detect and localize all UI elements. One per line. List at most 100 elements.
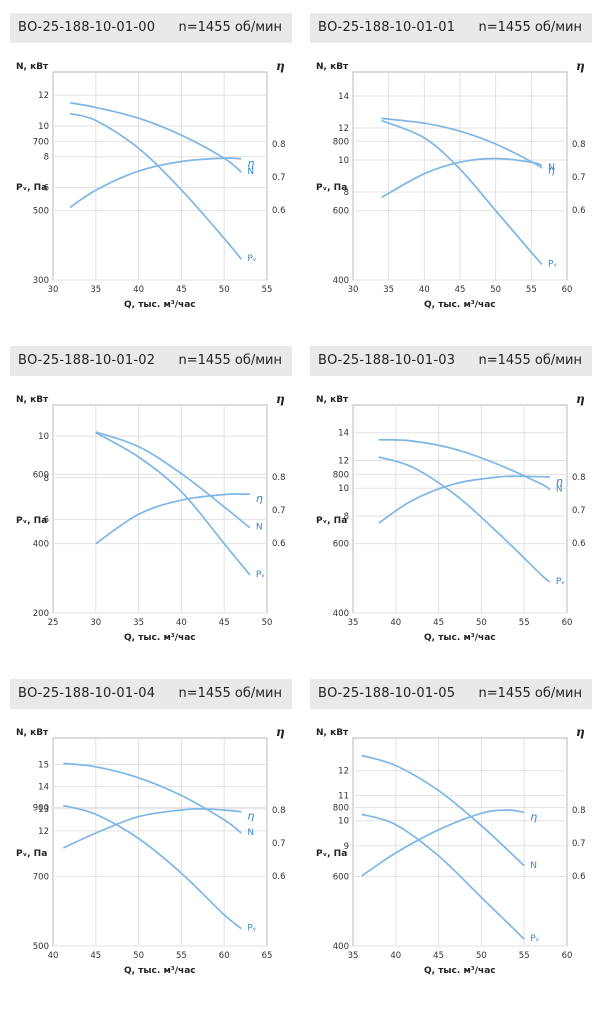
n-tick-label: 15 [38, 761, 49, 771]
p-axis-label: Pᵥ, Па [316, 849, 348, 859]
pressure-curve [95, 431, 251, 576]
q-axis-label: Q, тыс. м³/час [424, 633, 496, 643]
chart-plot: 30 35 40 45 50 55 6 8 10 12 300 500 700 0.6 0.7 0.8 Nη Pᵥ [33, 71, 286, 295]
x-tick-label: 45 [455, 285, 466, 295]
n-tick-label: 8 [44, 153, 49, 163]
chart-header: ВО-25-188-10-01-01 n=1455 об/мин [310, 13, 592, 43]
p-tick-label: 500 [33, 207, 49, 217]
eta-tick-label: 0.7 [272, 173, 286, 183]
x-tick-label: 40 [48, 951, 59, 961]
chart-panel: ВО-25-188-10-01-04 n=1455 об/мин N, кВт η Pᵥ… [10, 679, 292, 999]
eta-axis-label: η [276, 59, 285, 73]
x-tick-label: 35 [383, 285, 394, 295]
n-axis-label: N, кВт [316, 395, 349, 405]
p-tick-label: 700 [33, 873, 49, 883]
chart-plot: 40 45 50 55 60 65 12 13 14 15 500 700 900 0.6 0.7 0.8 Nη… [33, 737, 286, 961]
n-tick-label: 14 [338, 92, 349, 102]
p-tick-label: 600 [333, 540, 349, 550]
x-tick-label: 50 [490, 285, 501, 295]
chart-title: ВО-25-188-10-01-04 [18, 686, 156, 701]
p-tick-label: 800 [333, 137, 349, 147]
chart-plot: 25 30 35 40 45 50 6 8 10 200 400 600 0.6 0.7 0.8 Nη Pᵥ [33, 404, 286, 628]
rotation-speed: n=1455 об/мин [478, 353, 582, 368]
x-tick-label: 40 [419, 285, 430, 295]
power-curve-label: N [247, 167, 254, 177]
n-tick-label: 11 [338, 792, 349, 802]
n-tick-label: 10 [338, 156, 349, 166]
eta-tick-label: 0.7 [572, 839, 586, 849]
efficiency-curve [381, 157, 543, 199]
eta-axis-label: η [276, 725, 285, 739]
n-tick-label: 10 [338, 484, 349, 494]
x-tick-label: 25 [48, 618, 59, 628]
chart-header: ВО-25-188-10-01-05 n=1455 об/мин [310, 679, 592, 709]
p-tick-label: 300 [33, 276, 49, 286]
p-axis-label: Pᵥ, Па [316, 516, 348, 526]
eta-tick-label: 0.7 [572, 506, 586, 516]
p-axis-label: Pᵥ, Па [16, 516, 48, 526]
n-tick-label: 6 [44, 515, 49, 525]
rotation-speed: n=1455 об/мин [478, 686, 582, 701]
efficiency-curve-label: η [530, 810, 537, 823]
efficiency-curve-label: η [548, 163, 555, 176]
n-tick-label: 12 [38, 91, 49, 101]
n-tick-label: 6 [44, 184, 49, 194]
chart-panel: ВО-25-188-10-01-05 n=1455 об/мин N, кВт η Pᵥ… [310, 679, 592, 999]
power-curve-label: N [247, 828, 254, 838]
plot-frame [352, 404, 568, 614]
x-tick-label: 35 [348, 951, 359, 961]
n-tick-label: 14 [338, 429, 349, 439]
chart-header: ВО-25-188-10-01-02 n=1455 об/мин [10, 346, 292, 376]
x-tick-label: 55 [526, 285, 537, 295]
x-tick-label: 45 [433, 951, 444, 961]
n-axis-label: N, кВт [16, 395, 49, 405]
efficiency-curve [361, 809, 525, 877]
p-tick-label: 600 [333, 207, 349, 217]
p-tick-label: 400 [333, 276, 349, 286]
x-tick-label: 55 [262, 285, 273, 295]
p-tick-label: 400 [333, 609, 349, 619]
rotation-speed: n=1455 об/мин [478, 20, 582, 35]
efficiency-curve [95, 493, 250, 545]
x-tick-label: 35 [133, 618, 144, 628]
chart-panel: ВО-25-188-10-01-03 n=1455 об/мин N, кВт η Pᵥ… [310, 346, 592, 666]
x-tick-label: 60 [562, 618, 573, 628]
power-curve [378, 438, 551, 491]
x-tick-label: 40 [390, 951, 401, 961]
q-axis-label: Q, тыс. м³/час [124, 300, 196, 310]
x-tick-label: 30 [48, 285, 59, 295]
x-tick-label: 50 [133, 951, 144, 961]
x-tick-label: 30 [348, 285, 359, 295]
n-tick-label: 12 [338, 767, 349, 777]
n-axis-label: N, кВт [316, 728, 349, 738]
n-tick-label: 10 [38, 432, 49, 442]
plot-frame [52, 404, 268, 614]
pressure-curve [361, 813, 525, 940]
efficiency-curve-label: η [556, 475, 563, 488]
chart-plot: 30 35 40 45 50 55 60 8 10 12 14 400 600 800 0.6 0.7 0.8 N… [333, 71, 586, 295]
chart-panel: ВО-25-188-10-01-00 n=1455 об/мин N, кВт η Pᵥ… [10, 13, 292, 333]
eta-tick-label: 0.6 [272, 206, 286, 216]
q-axis-label: Q, тыс. м³/час [124, 633, 196, 643]
x-tick-label: 50 [476, 951, 487, 961]
n-axis-label: N, кВт [16, 728, 49, 738]
pressure-curve-label: Pᵥ [530, 934, 539, 944]
power-curve [69, 101, 242, 173]
efficiency-curve-label: η [247, 157, 254, 170]
x-tick-label: 30 [90, 618, 101, 628]
chart-title: ВО-25-188-10-01-02 [18, 353, 156, 368]
eta-tick-label: 0.6 [272, 872, 286, 882]
pressure-curve-label: Pᵥ [247, 924, 256, 934]
chart-title: ВО-25-188-10-01-03 [318, 353, 456, 368]
n-tick-label: 10 [38, 122, 49, 132]
chart-plot: 35 40 45 50 55 60 9 10 11 12 400 600 800 0.6 0.7 0.8 Nη P… [333, 737, 586, 961]
x-tick-label: 50 [262, 618, 273, 628]
pressure-curve [381, 119, 543, 265]
plot-frame [52, 737, 268, 947]
eta-tick-label: 0.8 [572, 806, 586, 816]
x-tick-label: 55 [176, 951, 187, 961]
power-curve [361, 754, 525, 867]
eta-axis-label: η [276, 392, 285, 406]
eta-tick-label: 0.6 [572, 539, 586, 549]
pressure-curve-label: Pᵥ [247, 254, 256, 264]
